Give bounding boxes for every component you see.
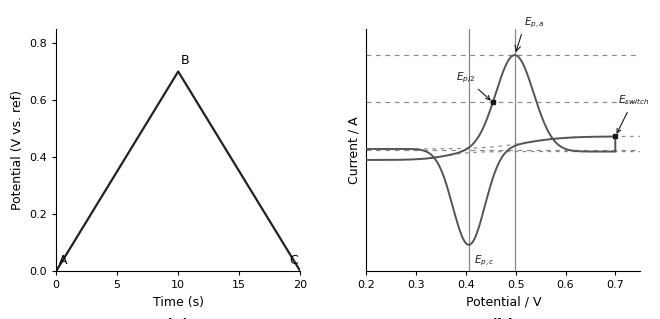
Text: (b): (b) (491, 318, 515, 319)
Text: A: A (59, 254, 68, 267)
Text: B: B (181, 54, 189, 67)
Y-axis label: Current / A: Current / A (348, 116, 361, 184)
X-axis label: Potential / V: Potential / V (465, 296, 541, 309)
Text: (a): (a) (166, 318, 190, 319)
Text: C: C (289, 254, 298, 267)
Text: $E_{p,a}$: $E_{p,a}$ (524, 15, 544, 30)
X-axis label: Time (s): Time (s) (152, 296, 204, 309)
Text: $E_{switch}$: $E_{switch}$ (617, 93, 649, 133)
Text: $E_{p/2}$: $E_{p/2}$ (455, 70, 490, 100)
Text: $E_{p,c}$: $E_{p,c}$ (474, 253, 494, 268)
Y-axis label: Potential (V vs. ref): Potential (V vs. ref) (11, 90, 24, 210)
